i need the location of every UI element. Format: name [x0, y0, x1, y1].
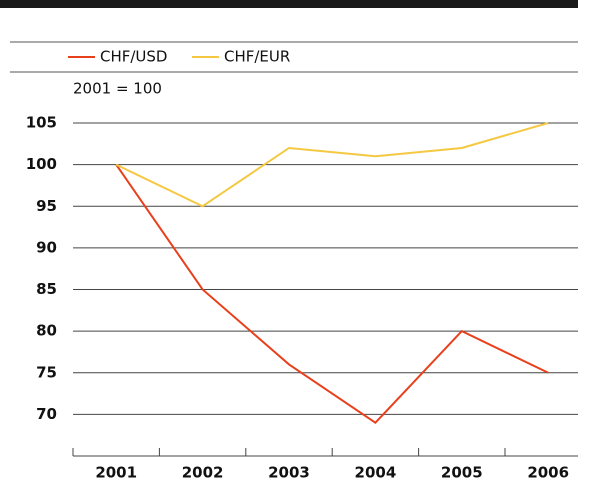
x-tick-label: 2001	[95, 464, 137, 482]
x-tick-label: 2003	[268, 464, 310, 482]
y-tick-label: 100	[26, 155, 57, 173]
y-tick-label: 80	[36, 322, 57, 340]
series-line	[115, 122, 549, 208]
legend-label: CHF/USD	[100, 48, 168, 66]
y-tick-label: 75	[36, 363, 57, 381]
y-tick-label: 95	[36, 197, 57, 215]
x-tick-label: 2005	[441, 464, 483, 482]
x-tick-label: 2006	[527, 464, 569, 482]
x-tick-label: 2002	[182, 464, 224, 482]
top-bar	[0, 0, 578, 8]
y-tick-label: 105	[26, 114, 57, 132]
subtitle: 2001 = 100	[73, 80, 162, 98]
y-tick-label: 70	[36, 405, 57, 423]
series-line	[115, 164, 549, 425]
y-tick-label: 90	[36, 238, 57, 256]
x-tick-label: 2004	[355, 464, 397, 482]
y-tick-label: 85	[36, 280, 57, 298]
legend-label: CHF/EUR	[224, 48, 290, 66]
